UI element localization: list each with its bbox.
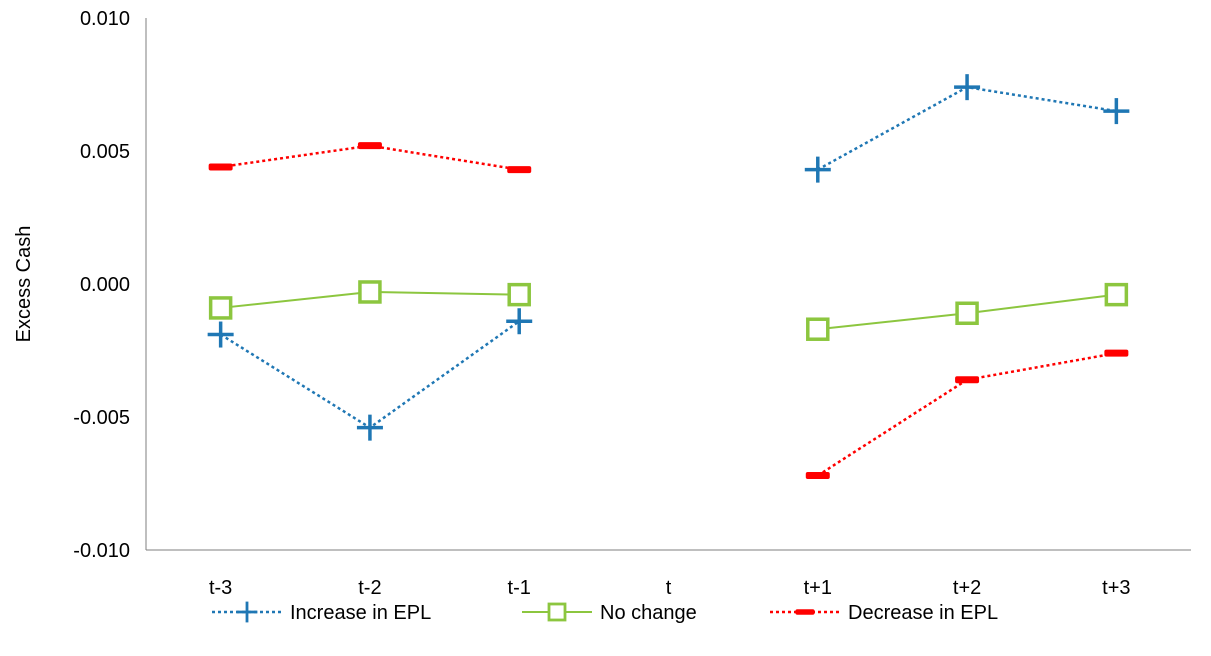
axes: 0.010 0.005 0.000 -0.005 -0.010 t-3 t-2 t-1 t t+1… [73,8,1191,599]
series-increase-in-epl [207,74,1130,441]
data-point [358,280,382,304]
x-tick-label: t+1 [804,577,832,599]
series-no-change [208,280,1129,341]
series-layer [207,74,1130,480]
data-point [806,317,830,341]
data-point [208,163,233,171]
data-point [207,321,234,348]
x-tick-label: t-2 [358,577,381,599]
data-point [356,414,383,441]
data-point [804,156,831,183]
series-line [817,351,1117,477]
legend-marker [236,601,258,623]
x-tick-label: t-1 [508,577,531,599]
x-tick-label: t [666,577,672,599]
data-point [507,282,531,307]
legend-label: Decrease in EPL [848,602,998,624]
legend-marker [547,602,567,622]
data-point [506,308,533,335]
legend-item: Increase in EPL [212,601,431,624]
x-tick-label: t+3 [1102,577,1130,599]
data-point [954,74,981,101]
data-point [955,301,979,326]
data-point [357,142,382,150]
series-line [220,144,520,171]
legend-label: No change [600,602,697,624]
y-tick-label: 0.000 [80,274,130,296]
data-point [1104,282,1129,307]
data-point [955,376,980,384]
y-tick-label: 0.010 [80,8,130,30]
y-tick-label: -0.010 [73,540,130,562]
y-axis-title: Excess Cash [13,226,35,343]
data-point [805,472,830,480]
data-point [1104,349,1129,357]
legend-item: Decrease in EPL [770,602,998,624]
x-tick-label: t-3 [209,577,232,599]
legend: Increase in EPL No change Decrease in EPL [212,601,998,624]
y-tick-label: 0.005 [80,141,130,163]
data-point [1103,98,1130,125]
data-point [208,296,233,320]
x-tick-label: t+2 [953,577,981,599]
legend-label: Increase in EPL [290,602,431,624]
y-tick-label: -0.005 [73,407,130,429]
legend-item: No change [522,602,697,624]
series-decrease-in-epl [208,142,1129,480]
series-line [219,320,520,430]
data-point [507,166,532,174]
legend-marker [795,609,815,615]
